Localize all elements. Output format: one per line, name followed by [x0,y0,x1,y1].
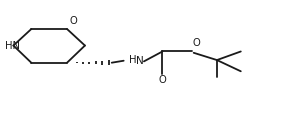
Text: H: H [129,55,136,65]
Text: N: N [136,56,144,66]
Text: HN: HN [5,41,20,51]
Text: O: O [69,16,77,26]
Text: O: O [159,75,166,85]
Text: O: O [192,38,200,48]
